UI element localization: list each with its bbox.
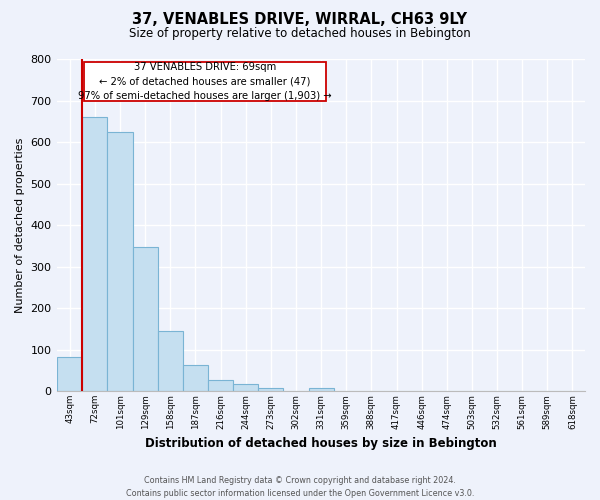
Bar [308,388,334,391]
Text: Contains HM Land Registry data © Crown copyright and database right 2024.
Contai: Contains HM Land Registry data © Crown c… [126,476,474,498]
Bar [82,117,107,391]
Bar [133,247,158,391]
Bar [57,356,82,391]
Bar [258,388,283,391]
Bar [183,366,208,391]
Bar [158,331,183,391]
Y-axis label: Number of detached properties: Number of detached properties [15,138,25,312]
X-axis label: Distribution of detached houses by size in Bebington: Distribution of detached houses by size … [145,437,497,450]
Bar [107,132,133,391]
FancyBboxPatch shape [83,62,326,100]
Text: 37 VENABLES DRIVE: 69sqm
← 2% of detached houses are smaller (47)
97% of semi-de: 37 VENABLES DRIVE: 69sqm ← 2% of detache… [78,62,332,101]
Text: 37, VENABLES DRIVE, WIRRAL, CH63 9LY: 37, VENABLES DRIVE, WIRRAL, CH63 9LY [133,12,467,28]
Bar [233,384,258,391]
Bar [208,380,233,391]
Text: Size of property relative to detached houses in Bebington: Size of property relative to detached ho… [129,28,471,40]
